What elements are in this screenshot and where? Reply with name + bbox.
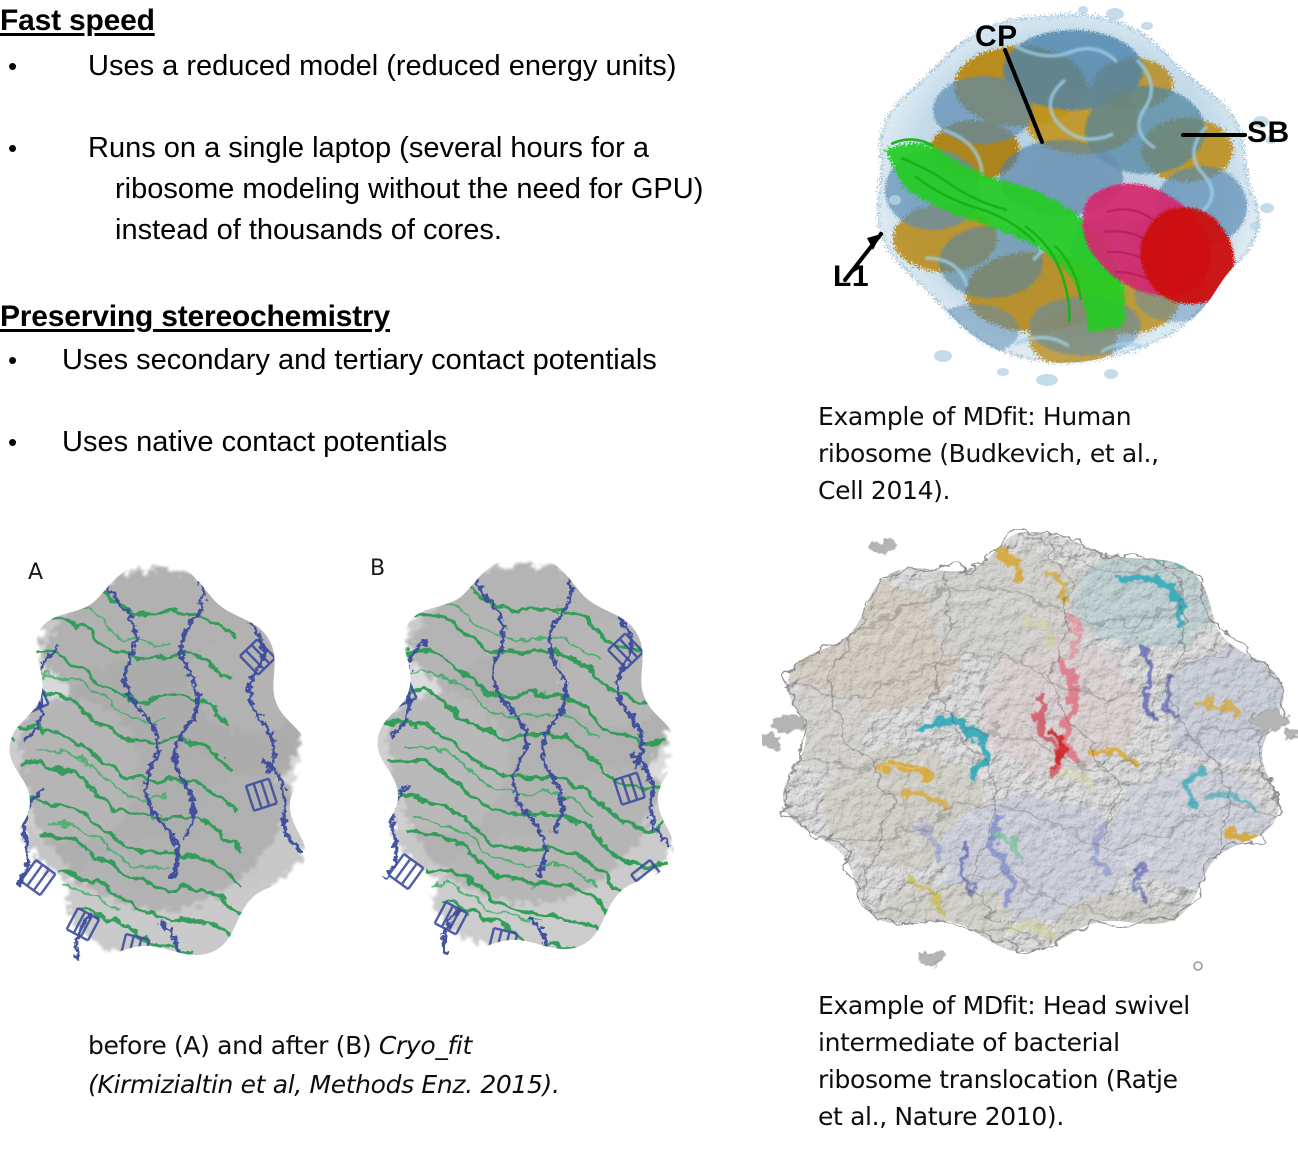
protein-ribbons-b — [371, 560, 677, 956]
list-item: • Uses secondary and tertiary contact po… — [0, 340, 700, 422]
bullet-glyph: • — [8, 51, 18, 81]
human-ribosome-cryoem-map — [843, 6, 1276, 386]
caption-line: intermediate of bacterial — [818, 1028, 1120, 1057]
caption-line: Cell 2014). — [818, 476, 951, 505]
caption-line: ribosome translocation (Ratje — [818, 1065, 1178, 1094]
surface-crevices — [821, 539, 1232, 937]
density-fragments — [889, 6, 1276, 386]
caption-line-1: before (A) and after (B) Cryo_fit — [88, 1026, 688, 1065]
label-sb: SB — [1247, 116, 1290, 149]
panel-b-structure — [371, 555, 677, 956]
bullet-glyph: • — [8, 427, 18, 457]
caption-italic-term: Cryo_fit — [378, 1031, 472, 1060]
caption-line: ribosome (Budkevich, et al., — [818, 439, 1159, 468]
head-swivel-figure — [762, 528, 1298, 980]
bullet-list-preserving-stereochemistry: • Uses secondary and tertiary contact po… — [0, 340, 700, 467]
detached-density — [762, 538, 1298, 966]
tinted-subdomains — [783, 548, 1284, 953]
scale-marker — [1193, 961, 1203, 971]
list-item: • Runs on a single laptop (several hours… — [0, 128, 760, 251]
factor-red-density — [1140, 207, 1235, 304]
caption-line: Example of MDfit: Head swivel — [818, 991, 1190, 1020]
list-item-text: Runs on a single laptop (several hours f… — [88, 132, 704, 246]
panel-label-b: B — [370, 556, 386, 581]
list-item-text: Uses a reduced model (reduced energy uni… — [88, 50, 677, 82]
leader-line-cp — [1003, 48, 1044, 144]
cryofit-pair-svg — [3, 555, 677, 962]
section-preserving-stereochemistry: Preserving stereochemistry — [0, 300, 390, 334]
human-ribosome-figure: CP L1 SB — [815, 0, 1298, 390]
panel-label-a: A — [28, 560, 44, 585]
list-item-text: Uses native contact potentials — [62, 426, 448, 458]
map-outline — [782, 531, 1285, 953]
heading-fast-speed: Fast speed — [0, 4, 155, 37]
list-item-text: Uses secondary and tertiary contact pote… — [62, 344, 657, 376]
caption-plain-text: before (A) and after (B) — [88, 1031, 379, 1060]
section-fast-speed: Fast speed — [0, 4, 155, 38]
bullet-list-fast-speed: • Uses a reduced model (reduced energy u… — [0, 46, 760, 251]
panel-a-structure — [3, 561, 309, 962]
caption-line-2: (Kirmizialtin et al, Methods Enz. 2015). — [88, 1065, 688, 1104]
label-l1: L1 — [833, 260, 870, 293]
caption-head-swivel: Example of MDfit: Head swivel intermedia… — [818, 987, 1288, 1135]
caption-line: Example of MDfit: Human — [818, 402, 1132, 431]
list-item: • Uses native contact potentials — [0, 422, 700, 467]
bacterial-ribosome-head-swivel-map — [762, 531, 1298, 971]
cryofit-before-after-figure: A B — [0, 530, 740, 1000]
caption-cryofit: before (A) and after (B) Cryo_fit (Kirmi… — [88, 1026, 688, 1104]
caption-human-ribosome: Example of MDfit: Human ribosome (Budkev… — [818, 398, 1288, 509]
caption-line: et al., Nature 2010). — [818, 1102, 1064, 1131]
bullet-glyph: • — [8, 133, 18, 163]
list-item: • Uses a reduced model (reduced energy u… — [0, 46, 760, 128]
heading-preserving-stereochemistry: Preserving stereochemistry — [0, 300, 391, 333]
arrowhead-l1 — [867, 234, 881, 250]
bullet-glyph: • — [8, 345, 18, 375]
caption-italic-reference: (Kirmizialtin et al, Methods Enz. 2015). — [88, 1070, 560, 1099]
label-cp: CP — [975, 20, 1018, 53]
trna-green-density — [885, 138, 1126, 332]
